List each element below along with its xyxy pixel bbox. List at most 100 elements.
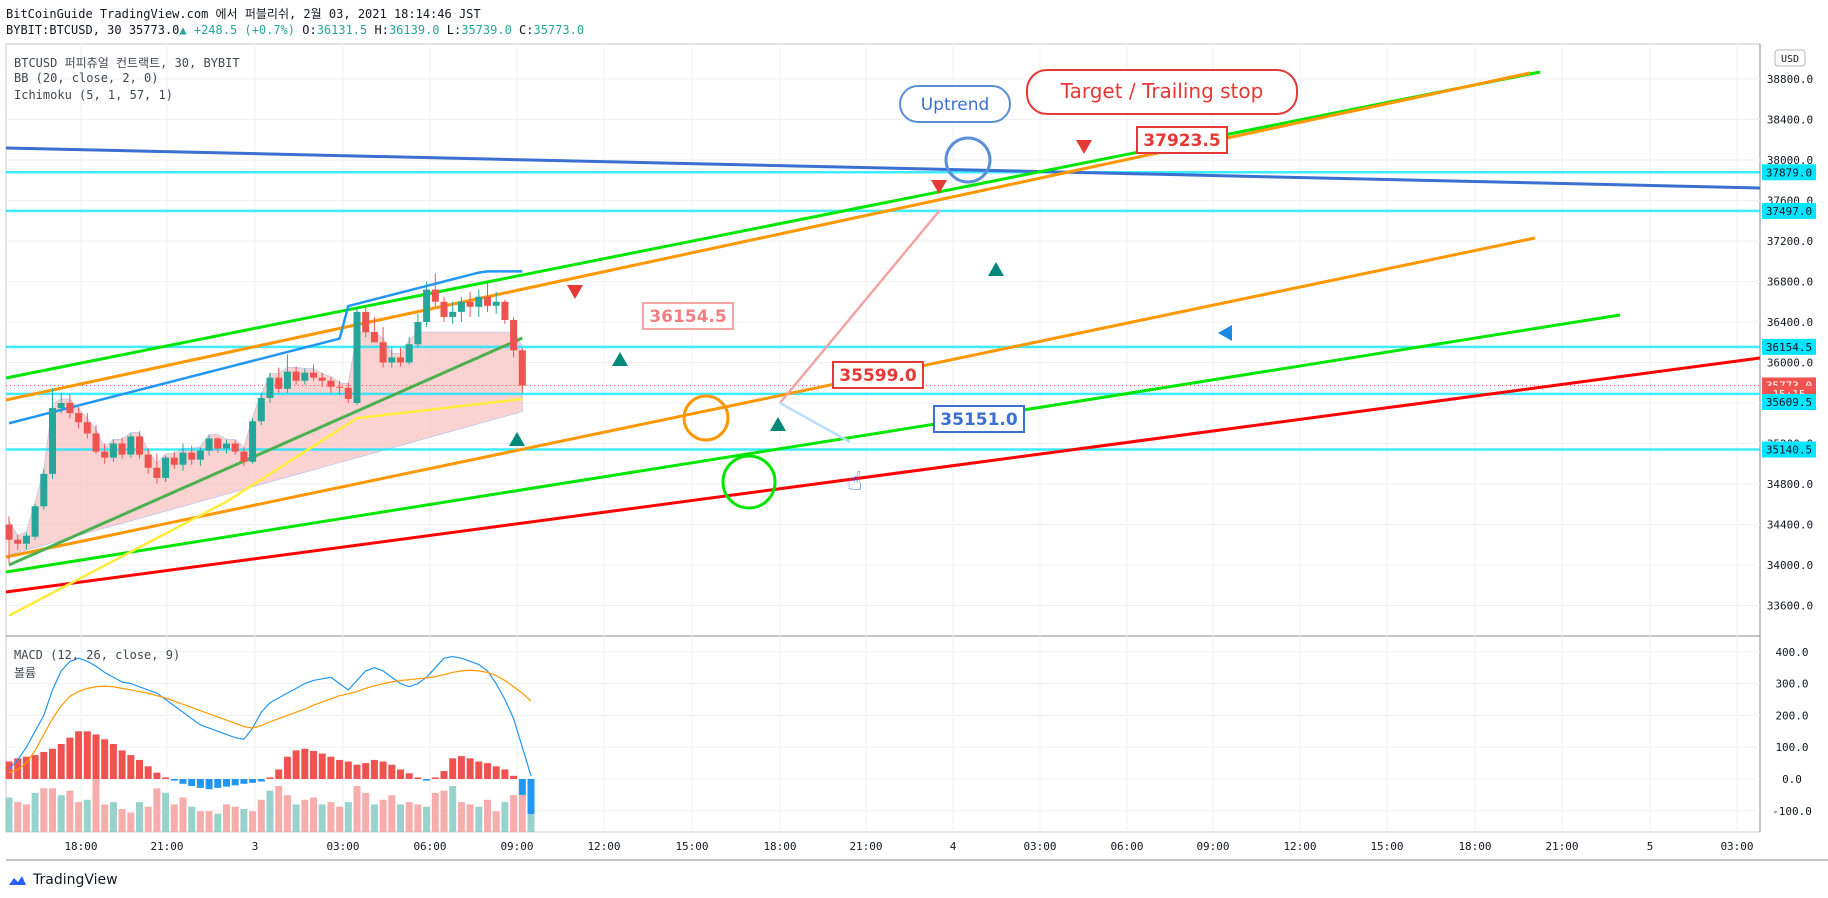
volume-bar <box>318 804 326 832</box>
macd-histogram-bar <box>249 779 257 783</box>
macd-histogram-bar <box>405 773 413 779</box>
candle-body <box>388 357 396 363</box>
macd-histogram-bar <box>101 739 109 779</box>
price-axis: 33600.034000.034400.034800.035200.035600… <box>1762 49 1816 818</box>
macd-histogram-bar <box>170 779 178 781</box>
candle-body <box>257 397 265 422</box>
macd-histogram-bar <box>440 771 448 779</box>
candle-body <box>449 311 457 317</box>
candle-body <box>327 380 335 387</box>
candle-body <box>344 387 352 399</box>
smiley-icon <box>944 136 992 184</box>
bollinger-bands <box>8 270 523 617</box>
target-text: Target / Trailing stop <box>1060 79 1264 103</box>
volume-legend[interactable]: 볼륨 <box>14 666 37 680</box>
callout-35599-text: 35599.0 <box>839 366 917 386</box>
brand-label: TradingView <box>33 872 118 888</box>
y-tick-label: 36400.0 <box>1767 316 1813 329</box>
volume-bar <box>127 812 135 832</box>
bb-legend[interactable]: BB (20, close, 2, 0) <box>14 71 159 85</box>
uptrend-text: Uptrend <box>921 95 990 115</box>
x-tick-label: 21:00 <box>1545 840 1578 853</box>
candle-body <box>153 467 161 478</box>
candle-body <box>266 377 274 398</box>
x-tick-label: 18:00 <box>64 840 97 853</box>
channel-upper-green <box>5 70 1541 380</box>
volume-bar <box>492 811 500 832</box>
price-label-text: 37879.0 <box>1766 166 1812 179</box>
tradingview-logo[interactable]: TradingView <box>6 872 118 888</box>
volume-bar <box>423 806 431 832</box>
volume-bar <box>414 804 422 832</box>
volume-bar <box>66 790 74 832</box>
candle-body <box>83 422 91 434</box>
candle-body <box>14 539 22 544</box>
ichimoku-legend[interactable]: Ichimoku (5, 1, 57, 1) <box>14 88 173 102</box>
macd-histogram-bar <box>301 748 309 779</box>
volume-bar <box>275 786 283 832</box>
macd-y-tick-label: 200.0 <box>1775 709 1808 722</box>
x-tick-label: 15:00 <box>675 840 708 853</box>
macd-histogram-bar <box>283 756 291 779</box>
macd-histogram-bar <box>188 779 196 786</box>
candle-body <box>405 344 413 363</box>
macd-histogram-bar <box>179 779 187 784</box>
volume-bar <box>5 797 13 832</box>
volume-bar <box>57 795 65 832</box>
candle-body <box>414 322 422 345</box>
macd-histogram-bar <box>510 775 518 779</box>
volume-bar <box>31 792 39 832</box>
macd-y-tick-label: 100.0 <box>1775 741 1808 754</box>
candle-body <box>370 332 378 343</box>
macd-histogram-bar <box>266 777 274 779</box>
y-tick-label: 38800.0 <box>1767 73 1813 86</box>
macd-histogram-bar <box>370 759 378 779</box>
candle-body <box>188 452 196 460</box>
y-tick-label: 38000.0 <box>1767 154 1813 167</box>
candle-body <box>431 289 439 302</box>
x-tick-label: 5 <box>1647 840 1654 853</box>
candle-body <box>501 301 509 320</box>
macd-histogram-bar <box>31 755 39 779</box>
macd-histogram-bar <box>223 779 230 787</box>
macd-histogram-bar <box>397 769 404 779</box>
x-tick-label: 09:00 <box>1196 840 1229 853</box>
macd-histogram-bar <box>231 779 239 786</box>
x-tick-label: 18:00 <box>1458 840 1491 853</box>
candle-body <box>379 342 387 363</box>
candle-body <box>440 301 448 317</box>
candle-body <box>475 296 483 307</box>
volume-bar <box>336 806 344 832</box>
candle-body <box>196 450 204 460</box>
channel-upper-orange <box>5 71 1531 402</box>
volume-bar <box>527 804 535 832</box>
volume-bar <box>101 804 109 832</box>
volume-bar <box>109 802 117 832</box>
macd-histogram-bar <box>379 761 387 779</box>
channel-lower-green <box>5 313 1621 574</box>
callout-36154-text: 36154.5 <box>649 307 726 327</box>
macd-histogram-bar <box>109 744 117 779</box>
volume-bar <box>440 790 448 832</box>
volume-bar <box>49 788 56 832</box>
trend-lines <box>5 70 1761 594</box>
low-label: L: <box>446 23 462 37</box>
candle-body <box>310 372 317 378</box>
macd-legend[interactable]: MACD (12, 26, close, 9) <box>14 648 181 662</box>
candle-body <box>318 377 326 381</box>
arrow-down-icon <box>931 180 947 194</box>
volume-bar <box>170 804 178 832</box>
macd-histogram-bar <box>257 779 265 782</box>
signal-line <box>8 669 532 774</box>
macd-line <box>8 655 532 776</box>
callout-35599-box <box>832 361 924 389</box>
candle-body <box>249 421 257 462</box>
callout-37923-text: 37923.5 <box>1143 131 1220 151</box>
macd-histogram-bar <box>501 769 509 779</box>
candle-body <box>109 443 117 458</box>
macd-histogram-bar <box>275 769 283 779</box>
macd-histogram-bar <box>466 758 474 779</box>
volume-bar <box>397 804 404 832</box>
macd-histogram-bar <box>14 758 22 779</box>
